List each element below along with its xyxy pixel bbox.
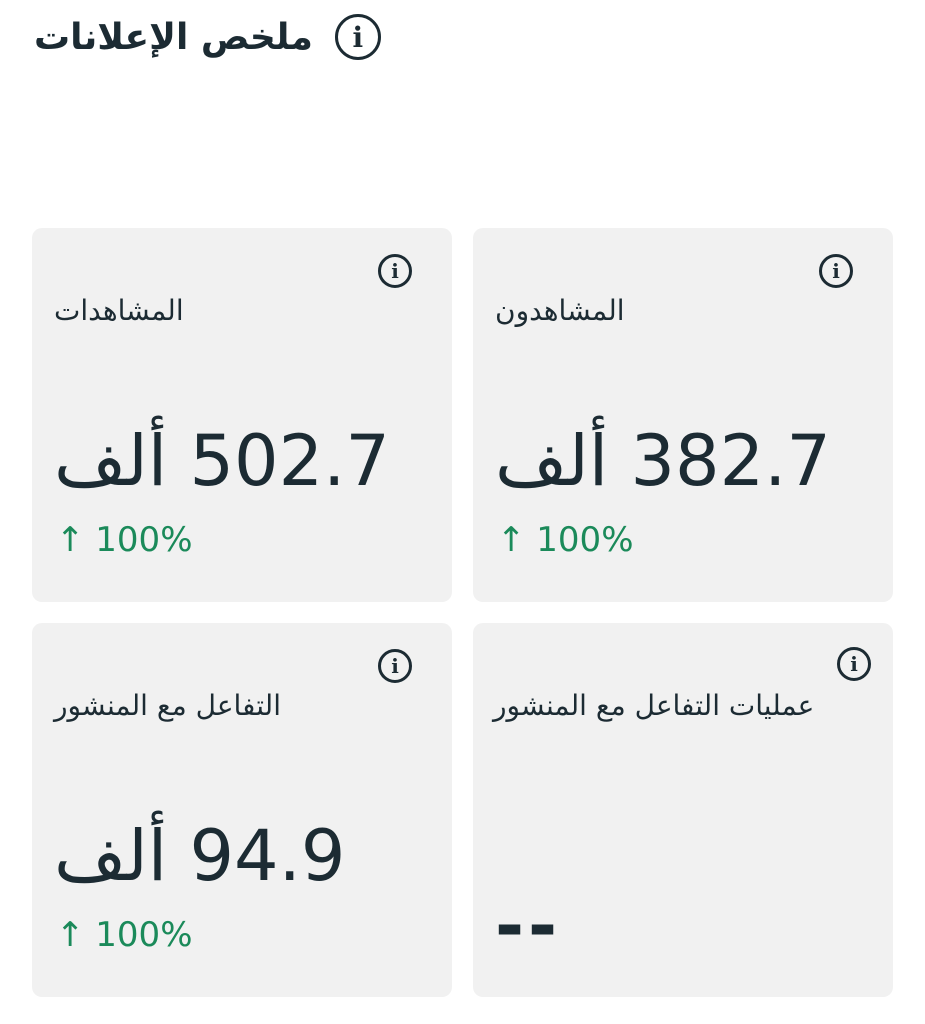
metric-change: ↑ 100% — [497, 520, 634, 560]
metric-label: عمليات التفاعل مع المنشور — [493, 689, 815, 722]
info-icon[interactable]: i — [334, 14, 381, 60]
metric-value: -- — [495, 885, 562, 967]
metric-label: المشاهدون — [495, 294, 625, 327]
metric-label: التفاعل مع المنشور — [54, 689, 281, 722]
header: ملخص الإعلانات i — [34, 14, 381, 60]
info-icon[interactable]: i — [378, 254, 412, 288]
metric-card-viewers: i المشاهدون 382.7 ألف ↑ 100% — [473, 228, 893, 602]
metric-value: 502.7 ألف — [54, 420, 390, 502]
metric-card-post-engagement-actions: i عمليات التفاعل مع المنشور -- — [473, 623, 893, 997]
info-icon[interactable]: i — [819, 254, 853, 288]
info-icon[interactable]: i — [378, 649, 412, 683]
metric-change: ↑ 100% — [56, 915, 193, 955]
metric-change: ↑ 100% — [56, 520, 193, 560]
info-icon[interactable]: i — [837, 647, 871, 681]
metric-card-views: i المشاهدات 502.7 ألف ↑ 100% — [32, 228, 452, 602]
metric-card-post-engagement: i التفاعل مع المنشور 94.9 ألف ↑ 100% — [32, 623, 452, 997]
metric-value: 382.7 ألف — [495, 420, 831, 502]
metric-label: المشاهدات — [54, 294, 184, 327]
page-title: ملخص الإعلانات — [34, 16, 313, 58]
metric-value: 94.9 ألف — [54, 815, 346, 897]
